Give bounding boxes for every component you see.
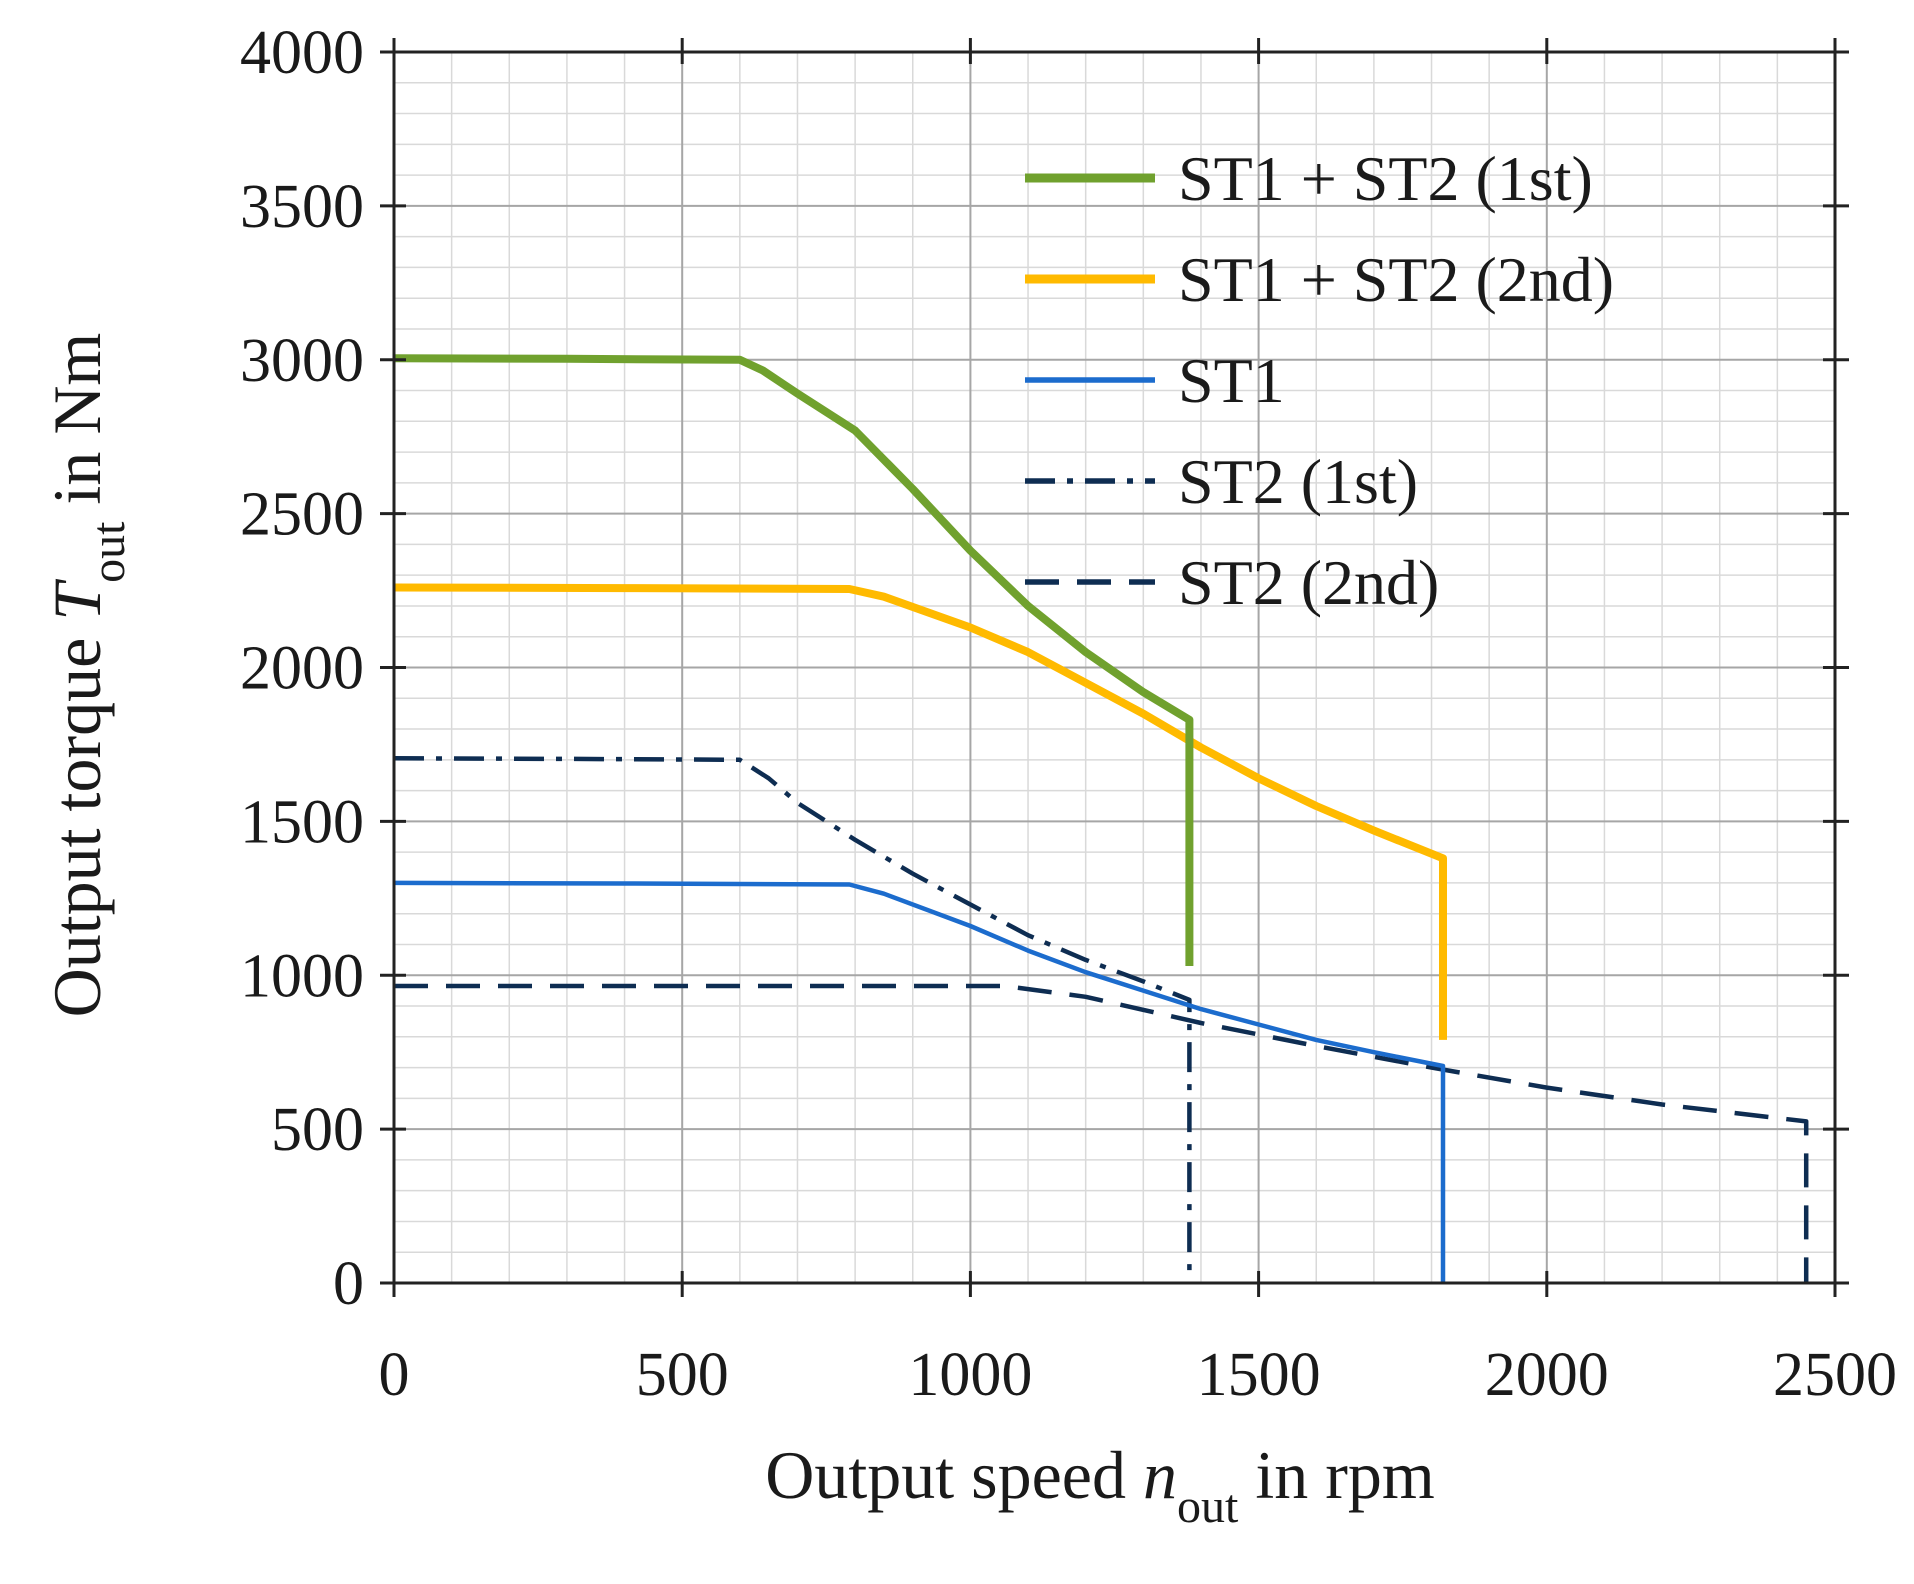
- legend-label: ST1 + ST2 (1st): [1178, 143, 1593, 214]
- x-tick-labels: 0 500 1000 1500 2000 2500: [379, 1341, 1898, 1409]
- x-tick-label: 0: [379, 1341, 410, 1409]
- y-axis-title-main: Output torque: [39, 621, 115, 1018]
- y-tick-label: 3500: [240, 173, 364, 241]
- y-tick-label: 2500: [240, 481, 364, 549]
- legend-label: ST2 (2nd): [1178, 547, 1439, 618]
- x-axis-title: Output speed nout in rpm: [765, 1437, 1435, 1533]
- series-line-2: [393, 583, 1447, 1040]
- axis-ticks: [380, 38, 1849, 1297]
- x-axis-title-main: Output speed: [765, 1437, 1143, 1513]
- legend-label: ST1: [1178, 345, 1285, 416]
- x-axis-title-suffix: in rpm: [1238, 1437, 1434, 1513]
- x-tick-label: 500: [636, 1341, 729, 1409]
- series-line-1: [393, 354, 1194, 966]
- series-line-3: [393, 880, 1446, 1283]
- y-axis-title: Output torque Tout in Nm: [39, 333, 135, 1018]
- y-tick-label: 2000: [240, 635, 364, 703]
- y-tick-label: 1500: [240, 788, 364, 856]
- legend-label: ST2 (1st): [1178, 446, 1418, 517]
- legend: ST1 + ST2 (1st) ST1 + ST2 (2nd) ST1 ST2 (1s…: [1025, 143, 1614, 618]
- y-tick-label: 500: [271, 1096, 364, 1164]
- y-tick-label: 4000: [240, 19, 364, 87]
- y-tick-label: 3000: [240, 327, 364, 395]
- y-axis-title-symbol: T: [39, 579, 115, 621]
- x-axis-title-symbol: n: [1143, 1437, 1177, 1513]
- x-tick-label: 2000: [1485, 1341, 1609, 1409]
- series-line-5: [394, 983, 1809, 1283]
- legend-label: ST1 + ST2 (2nd): [1178, 244, 1614, 315]
- y-tick-label: 0: [333, 1250, 364, 1318]
- series-layer: [393, 354, 1809, 1283]
- x-tick-label: 1500: [1197, 1341, 1321, 1409]
- series-line-4: [393, 756, 1192, 1283]
- y-tick-labels: 0 500 1000 1500 2000 2500 3000 3500 4000: [240, 19, 364, 1318]
- y-axis-title-subscript: out: [82, 521, 135, 583]
- y-tick-label: 1000: [240, 942, 364, 1010]
- x-tick-label: 2500: [1773, 1341, 1897, 1409]
- y-axis-title-suffix: in Nm: [39, 333, 115, 522]
- x-axis-title-subscript: out: [1177, 1480, 1239, 1533]
- x-tick-label: 1000: [908, 1341, 1032, 1409]
